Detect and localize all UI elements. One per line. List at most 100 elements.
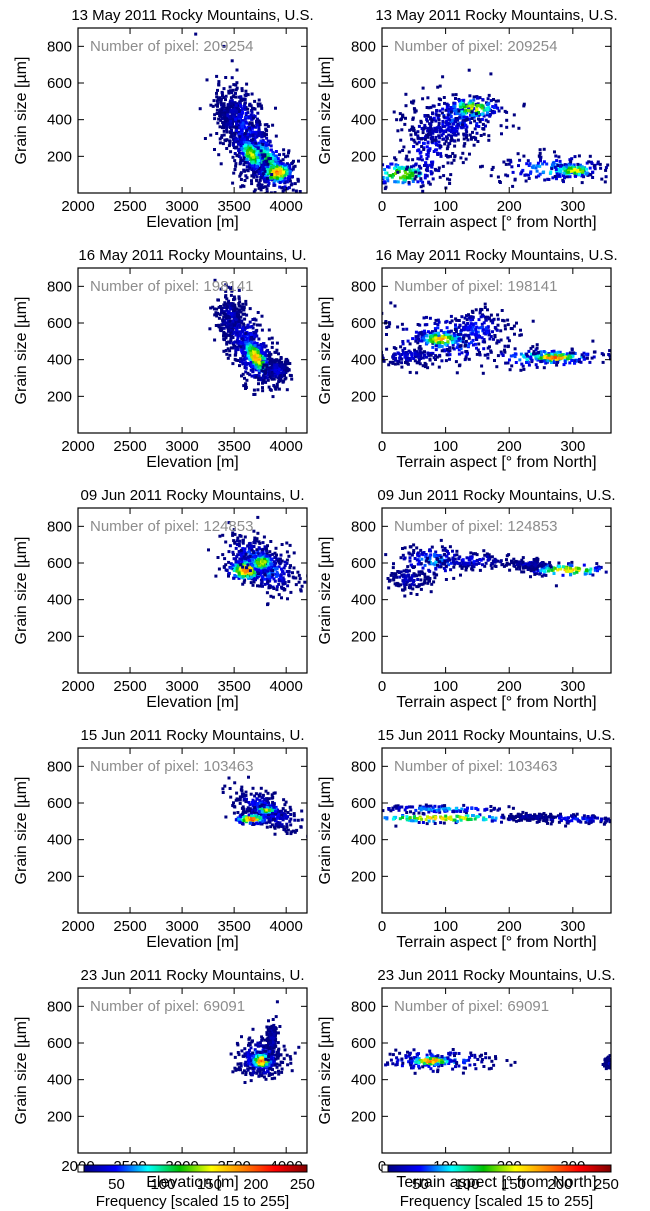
heatmap-cell <box>244 386 248 389</box>
heatmap-cell <box>232 341 236 345</box>
heatmap-cell <box>258 556 262 560</box>
heatmap-cell <box>455 346 459 350</box>
heatmap-cell <box>246 559 249 563</box>
heatmap-cell <box>259 553 263 557</box>
heatmap-cell <box>482 331 486 335</box>
heatmap-cell <box>244 382 248 386</box>
heatmap-cell <box>614 168 617 171</box>
heatmap-cell <box>448 321 452 325</box>
heatmap-cell <box>256 146 260 150</box>
heatmap-cell <box>479 165 482 169</box>
heatmap-cell <box>509 354 513 358</box>
heatmap-cell <box>255 204 258 207</box>
heatmap-cell <box>475 108 479 111</box>
heatmap-cell <box>356 166 359 169</box>
heatmap-cell <box>405 167 409 171</box>
heatmap-cell <box>382 180 386 184</box>
heatmap-cell <box>451 93 455 97</box>
heatmap-cell <box>538 151 542 155</box>
heatmap-cell <box>243 160 247 164</box>
heatmap-cell <box>485 103 489 106</box>
heatmap-cell <box>402 174 406 178</box>
heatmap-cell <box>495 328 499 332</box>
heatmap-cell <box>535 365 539 369</box>
heatmap-cell <box>256 388 260 392</box>
heatmap-cell <box>233 567 237 570</box>
heatmap-cell <box>571 354 575 358</box>
heatmap-cell <box>425 163 429 167</box>
heatmap-cell <box>224 295 227 299</box>
heatmap-cell <box>456 132 460 136</box>
heatmap-cell <box>227 571 231 575</box>
heatmap-cell <box>234 322 238 326</box>
heatmap-cell <box>233 317 237 321</box>
heatmap-cell <box>250 544 253 548</box>
heatmap-cell <box>383 168 387 171</box>
heatmap-cell <box>237 302 241 305</box>
heatmap-cell <box>512 324 516 328</box>
heatmap-cell <box>434 119 438 123</box>
heatmap-cell <box>263 149 267 153</box>
heatmap-cell <box>243 317 247 321</box>
heatmap-cell <box>404 356 408 360</box>
heatmap-cell <box>456 138 460 142</box>
heatmap-cell <box>593 167 597 171</box>
heatmap-cell <box>231 563 235 567</box>
heatmap-cell <box>442 115 446 119</box>
heatmap-cell <box>261 154 265 158</box>
heatmap-cell <box>239 185 243 189</box>
heatmap-cell <box>456 343 460 347</box>
heatmap-cell <box>282 566 286 570</box>
heatmap-cell <box>235 567 239 571</box>
heatmap-cell <box>562 363 566 367</box>
heatmap-cell <box>250 168 254 172</box>
heatmap-cell <box>219 326 223 330</box>
heatmap-cell <box>401 181 405 185</box>
heatmap-cell <box>253 99 257 103</box>
heatmap-cell <box>249 346 253 350</box>
heatmap-cell <box>257 554 261 558</box>
heatmap-cell <box>477 326 481 330</box>
heatmap-cell <box>421 86 425 90</box>
heatmap-cell <box>496 175 500 179</box>
heatmap-cell <box>235 81 239 85</box>
heatmap-cell <box>263 582 267 586</box>
heatmap-cell <box>257 356 261 360</box>
heatmap-cell <box>256 584 259 588</box>
heatmap-cell <box>268 375 272 379</box>
heatmap-cell <box>208 327 212 331</box>
heatmap-cell <box>264 205 267 208</box>
heatmap-cell <box>427 130 431 133</box>
heatmap-cell <box>279 573 283 577</box>
heatmap-cell <box>245 313 249 317</box>
heatmap-cell <box>435 344 438 348</box>
heatmap-cell <box>378 362 381 365</box>
heatmap-cell <box>279 368 283 372</box>
heatmap-cell <box>573 359 577 363</box>
heatmap-cell <box>241 334 245 338</box>
heatmap-cell <box>209 133 213 137</box>
heatmap-cell <box>448 178 452 182</box>
heatmap-cell <box>284 155 287 159</box>
heatmap-cell <box>275 166 279 170</box>
heatmap-cell <box>522 102 526 106</box>
heatmap-cell <box>224 336 228 340</box>
heatmap-cell <box>431 135 434 139</box>
heatmap-cell <box>470 309 474 313</box>
heatmap-cell <box>253 350 257 354</box>
heatmap-cell <box>425 157 429 161</box>
heatmap-cell <box>237 560 240 564</box>
heatmap-cell <box>245 566 248 570</box>
heatmap-cell <box>434 348 438 352</box>
heatmap-cell <box>255 135 259 139</box>
heatmap-cell <box>463 110 467 114</box>
heatmap-cell <box>231 95 235 99</box>
heatmap-cell <box>274 106 277 110</box>
heatmap-cell <box>241 574 245 578</box>
heatmap-cell <box>627 168 630 171</box>
heatmap-cell <box>482 347 486 351</box>
heatmap-cell <box>241 121 245 125</box>
heatmap-cell <box>461 120 465 124</box>
heatmap-cell <box>452 104 456 108</box>
heatmap-cell <box>252 357 256 361</box>
